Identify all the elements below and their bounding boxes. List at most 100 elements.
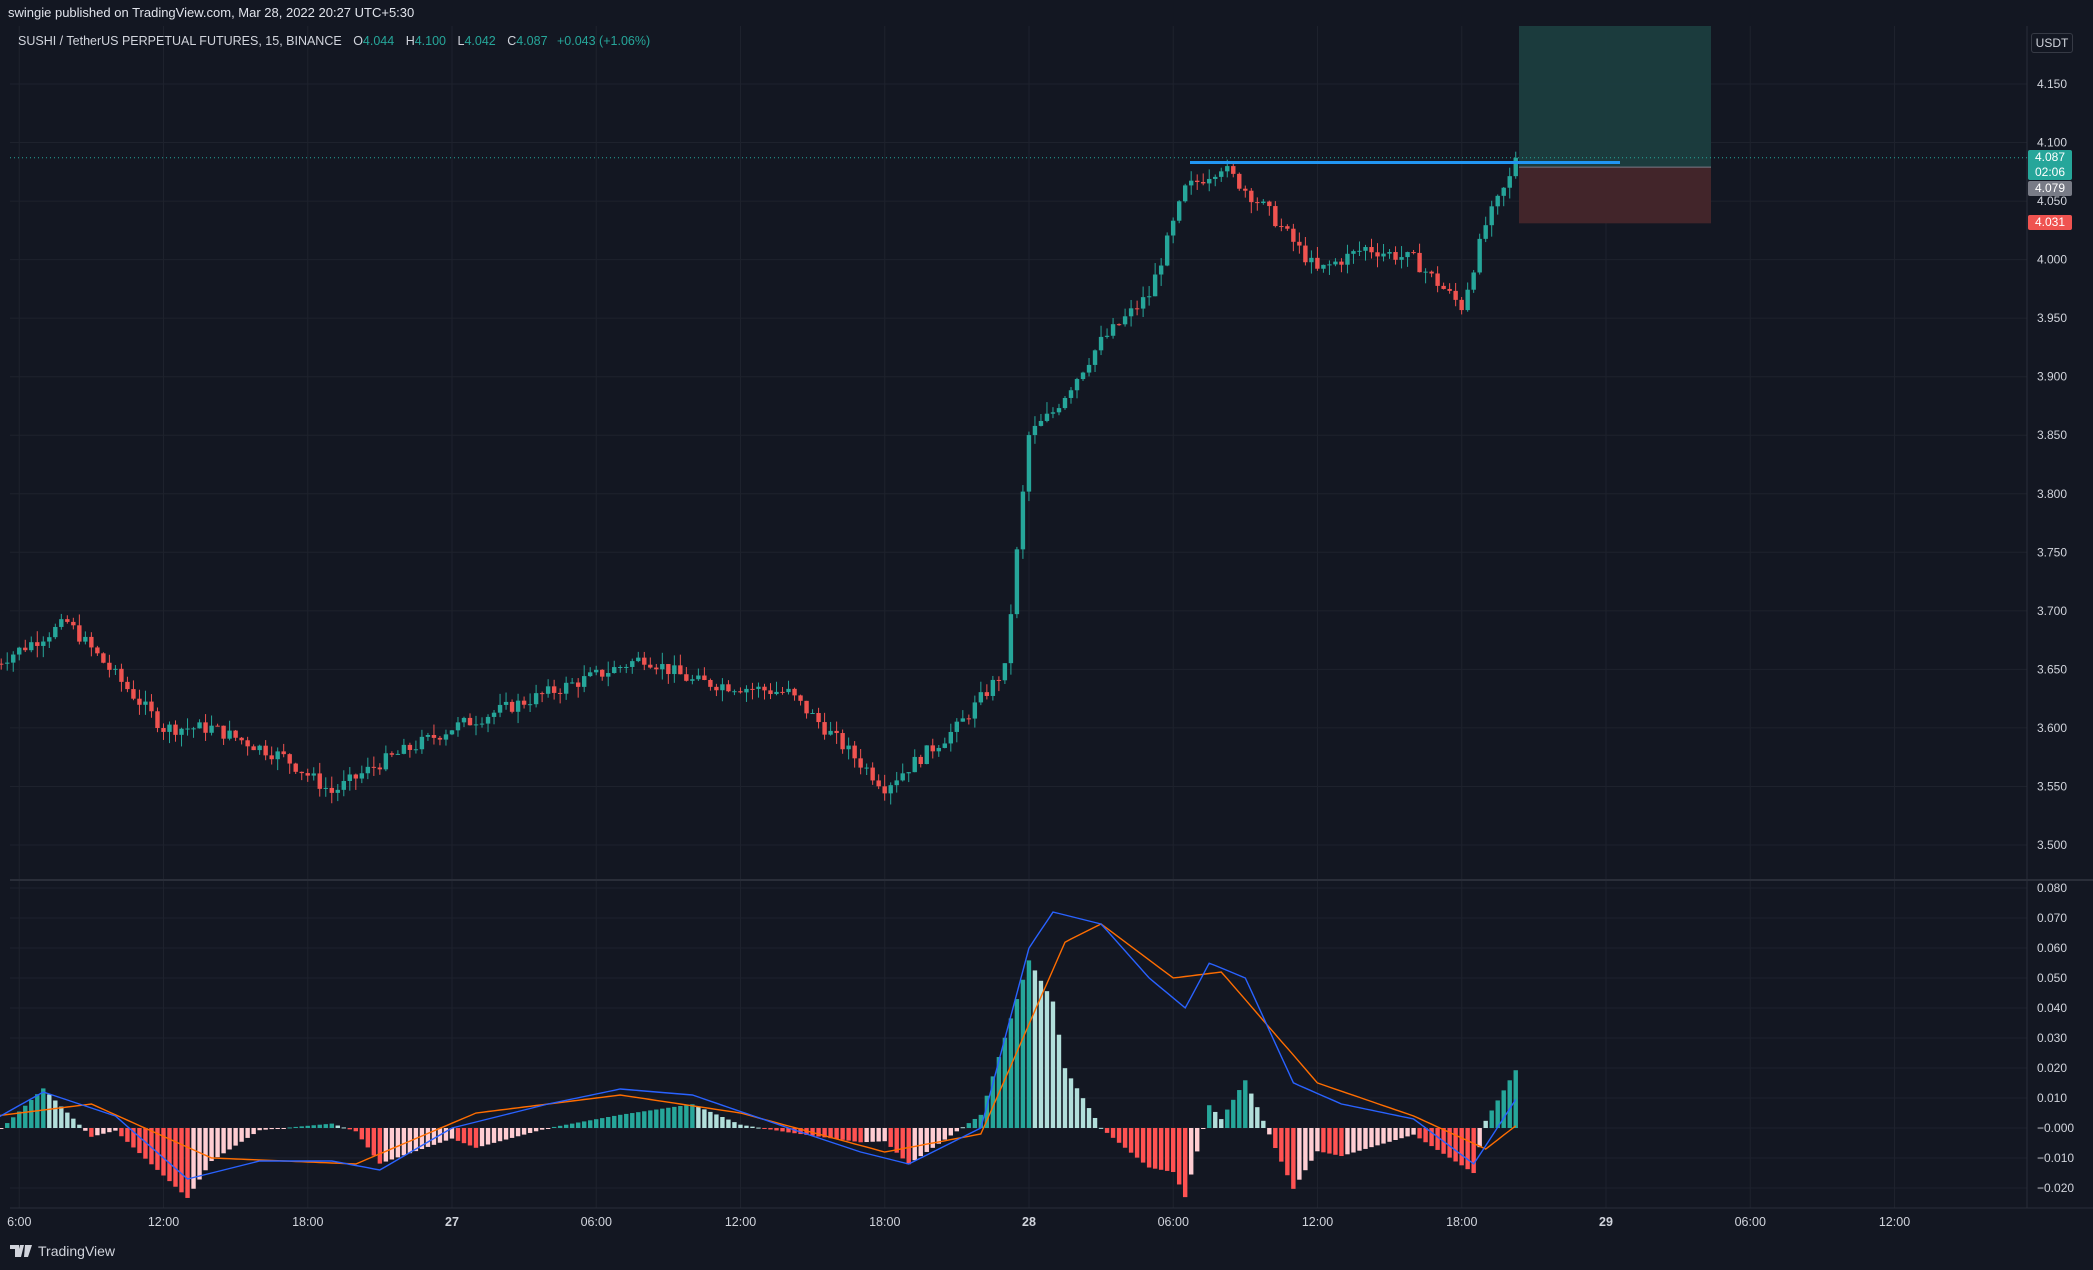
macd-hist-bar-26 <box>149 1128 154 1165</box>
candle-body-166 <box>990 679 996 696</box>
tradingview-logo[interactable]: TradingView <box>10 1243 115 1259</box>
macd-hist-bar-73 <box>431 1128 437 1145</box>
candle-body-8 <box>41 641 46 646</box>
macd-hist-bar-20 <box>113 1128 118 1131</box>
candle-body-213 <box>1273 206 1278 227</box>
candle-body-70 <box>413 749 419 751</box>
candle-body-168 <box>1002 663 1008 681</box>
macd-tick-label-2: 0.060 <box>2037 941 2067 955</box>
candle-body-111 <box>660 664 665 670</box>
macd-hist-bar-233 <box>1393 1128 1398 1140</box>
candle-body-182 <box>1086 364 1092 373</box>
candle-body-134 <box>798 695 803 701</box>
candle-body-89 <box>527 704 533 706</box>
time-tick-label-13: 12:00 <box>1879 1215 1910 1229</box>
candle-body-239 <box>1429 271 1434 274</box>
candle-body-105 <box>624 666 629 668</box>
publish-header: swingie published on TradingView.com, Ma… <box>0 0 2093 26</box>
macd-hist-bar-49 <box>287 1127 292 1129</box>
macd-hist-bar-81 <box>479 1128 485 1147</box>
candle-body-221 <box>1321 264 1326 269</box>
candle-body-95 <box>563 682 569 694</box>
macd-hist-bar-211 <box>1261 1120 1266 1128</box>
candle-body-86 <box>509 701 515 712</box>
candle-body-136 <box>810 713 815 715</box>
candle-body-61 <box>359 773 365 779</box>
macd-hist-bar-98 <box>581 1121 587 1128</box>
macd-hist-bar-146 <box>870 1128 875 1142</box>
brand-name: TradingView <box>38 1243 116 1259</box>
candle-body-172 <box>1026 435 1032 492</box>
macd-hist-bar-192 <box>1146 1128 1152 1168</box>
macd-hist-bar-39 <box>227 1128 232 1150</box>
candle-body-3 <box>11 654 16 663</box>
macd-hist-bar-172 <box>1026 960 1032 1128</box>
macd-hist-bar-86 <box>509 1128 515 1138</box>
axes: 3.500 3.550 3.600 3.650 3.700 3.750 3.800 3.850… <box>7 77 2074 1229</box>
candle-body-195 <box>1164 235 1170 266</box>
candle-body-165 <box>984 692 990 696</box>
currency-label[interactable]: USDT <box>2031 33 2073 53</box>
candle-body-174 <box>1038 420 1044 426</box>
macd-hist-bar-42 <box>245 1128 250 1138</box>
candle-body-150 <box>894 780 899 786</box>
candle-body-67 <box>395 753 401 755</box>
macd-hist-bar-102 <box>606 1117 611 1128</box>
macd-hist-bar-246 <box>1471 1128 1476 1174</box>
candle-body-240 <box>1435 273 1440 286</box>
candle-body-12 <box>65 619 70 622</box>
candle-body-247 <box>1477 238 1482 273</box>
macd-hist-bar-219 <box>1309 1128 1314 1161</box>
candle-body-75 <box>443 734 449 740</box>
candle-body-157 <box>936 747 941 752</box>
candle-body-169 <box>1008 614 1014 664</box>
candle-body-250 <box>1495 195 1500 207</box>
candle-body-48 <box>281 751 286 755</box>
candle-body-96 <box>569 682 575 684</box>
candle-body-226 <box>1351 251 1356 254</box>
candle-body-114 <box>678 665 683 675</box>
macd-hist-bar-128 <box>762 1128 767 1129</box>
macd-hist-bar-213 <box>1273 1128 1278 1149</box>
macd-hist-bar-38 <box>221 1128 226 1154</box>
macd-hist-bar-220 <box>1315 1128 1320 1152</box>
macd-hist-bar-104 <box>618 1114 623 1128</box>
candle-body-211 <box>1261 201 1266 204</box>
candle-body-29 <box>167 724 172 732</box>
macd-hist-bar-205 <box>1225 1109 1230 1128</box>
macd-hist-bar-99 <box>587 1120 593 1128</box>
macd-hist-bar-18 <box>101 1128 106 1134</box>
candle-body-109 <box>648 664 653 668</box>
position-tool[interactable] <box>10 26 2027 224</box>
candle-body-175 <box>1044 413 1050 421</box>
candle-body-193 <box>1152 274 1158 297</box>
macd-hist-bar-249 <box>1489 1110 1494 1128</box>
macd-hist-bar-234 <box>1399 1128 1404 1139</box>
macd-tick-label-6: 0.020 <box>2037 1061 2067 1075</box>
macd-hist-bar-107 <box>636 1112 641 1128</box>
high-value: 4.100 <box>414 34 446 48</box>
candle-body-52 <box>305 773 310 776</box>
candle-body-188 <box>1122 316 1128 325</box>
candle-body-173 <box>1032 425 1038 436</box>
candle-body-162 <box>966 718 972 720</box>
candle-body-68 <box>401 744 407 754</box>
candle-body-144 <box>858 758 863 768</box>
candle-body-216 <box>1291 228 1296 242</box>
macd-hist-bar-155 <box>924 1128 929 1152</box>
candle-body-103 <box>612 667 617 674</box>
last-price-tag: 4.087 02:06 <box>2028 150 2072 180</box>
candle-body-206 <box>1231 166 1236 174</box>
candle-body-238 <box>1423 271 1428 273</box>
chart-canvas[interactable]: 3.500 3.550 3.600 3.650 3.700 3.750 3.800 3.850… <box>0 26 2093 1237</box>
high-label: H <box>405 34 415 48</box>
candle-body-183 <box>1092 350 1098 365</box>
macd-hist-bar-235 <box>1405 1128 1410 1137</box>
candle-body-55 <box>323 787 328 789</box>
macd-hist-bar-76 <box>449 1128 455 1139</box>
macd-hist-bar-199 <box>1188 1128 1194 1175</box>
candle-body-108 <box>642 657 647 665</box>
macd-hist-bar-100 <box>594 1119 599 1128</box>
candle-body-40 <box>233 730 238 738</box>
candle-body-243 <box>1453 290 1458 300</box>
